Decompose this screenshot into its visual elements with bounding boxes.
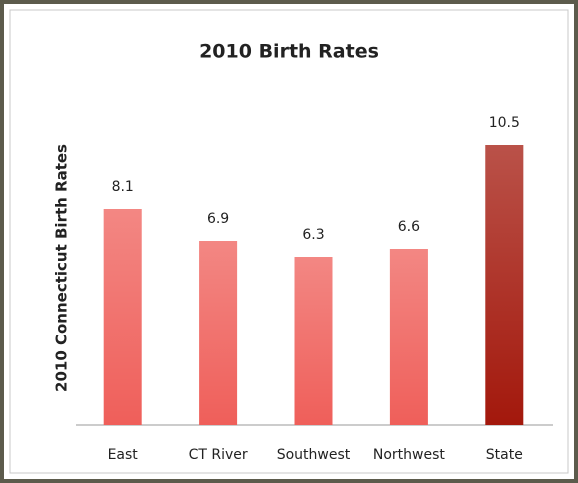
value-label: 6.6	[398, 219, 420, 235]
bar	[485, 145, 524, 425]
bar	[199, 241, 238, 425]
value-label: 8.1	[112, 179, 134, 195]
y-axis-label: 2010 Connecticut Birth Rates	[53, 144, 71, 392]
chart-area	[9, 9, 569, 474]
x-tick-label: State	[486, 447, 523, 463]
x-tick-label: CT River	[189, 447, 248, 463]
x-tick-label: Northwest	[373, 447, 446, 463]
bar	[294, 257, 333, 425]
x-tick-label: East	[108, 447, 139, 463]
value-label: 6.9	[207, 211, 229, 227]
chart-title: 2010 Birth Rates	[199, 41, 379, 63]
bar	[389, 249, 428, 425]
value-label: 6.3	[302, 227, 324, 243]
x-tick-label: Southwest	[277, 447, 351, 463]
bar	[103, 209, 142, 425]
value-label: 10.5	[489, 115, 520, 131]
